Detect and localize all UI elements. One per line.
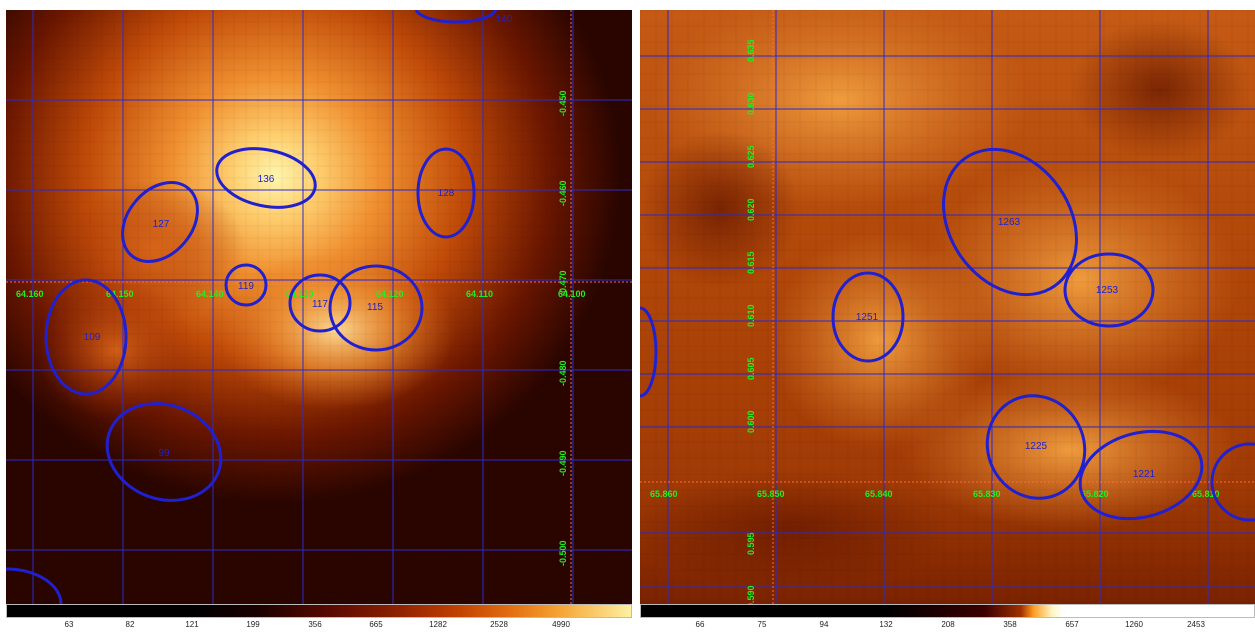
dec-label: 0.630 — [746, 92, 756, 115]
coordinate-axes — [640, 10, 1255, 604]
region-label: 119 — [238, 281, 254, 292]
ra-label: 65.830 — [973, 489, 1001, 499]
region-label: 1263 — [998, 217, 1021, 228]
colorbar-tick: 657 — [1065, 620, 1079, 629]
ra-label: 65.810 — [1192, 489, 1220, 499]
dec-label: 0.590 — [746, 585, 756, 604]
region-label: 136 — [258, 174, 275, 185]
dec-label: 0.615 — [746, 251, 756, 274]
right-colorbar[interactable] — [640, 604, 1255, 618]
ra-label: 64.120 — [376, 289, 404, 299]
region-ellipse[interactable] — [224, 263, 268, 307]
left-image-panel[interactable]: 64.160 64.150 64.140 64.130 64.120 64.11… — [6, 10, 632, 604]
dec-label: -0.470 — [558, 270, 568, 296]
region-label: 1251 — [856, 312, 879, 323]
dec-label: 0.605 — [746, 357, 756, 380]
ra-axis-labels: 65.860 65.850 65.840 65.830 65.820 65.81… — [650, 489, 1220, 499]
left-colorbar[interactable] — [6, 604, 632, 618]
coordinate-axes — [6, 10, 632, 604]
region-label: 117 — [312, 299, 328, 310]
region-ellipse[interactable] — [640, 306, 658, 398]
region-ellipse[interactable] — [416, 147, 476, 239]
dec-label: 0.625 — [746, 145, 756, 168]
ra-label: 64.100 — [558, 289, 586, 299]
left-image-canvas: 64.160 64.150 64.140 64.130 64.120 64.11… — [6, 10, 632, 604]
dec-label: -0.480 — [558, 360, 568, 386]
region-label: 115 — [367, 302, 383, 313]
colorbar-tick: 356 — [308, 620, 322, 629]
colorbar-tick: 121 — [185, 620, 199, 629]
dec-axis-labels: 0.635 0.630 0.625 0.620 0.615 0.610 0.60… — [746, 39, 756, 604]
ra-label: 65.840 — [865, 489, 893, 499]
region-ellipse[interactable] — [414, 10, 498, 24]
panel-divider — [632, 0, 640, 635]
region-ellipse[interactable] — [1210, 442, 1255, 522]
dec-label: 0.595 — [746, 532, 756, 555]
dec-label: 0.600 — [746, 410, 756, 433]
region-ellipse[interactable] — [44, 278, 128, 396]
left-colorbar-ticks: 63 82 121 199 356 665 1282 2528 4990 — [6, 620, 632, 634]
region-ellipse[interactable] — [288, 273, 352, 333]
region-label: 128 — [438, 188, 455, 199]
colorbar-tick: 63 — [64, 620, 74, 629]
colorbar-tick: 199 — [246, 620, 260, 629]
coordinate-grid — [6, 10, 632, 604]
ra-label: 65.850 — [757, 489, 785, 499]
region-ellipse[interactable] — [831, 271, 905, 363]
region-ellipse[interactable] — [107, 168, 213, 277]
region-ellipse[interactable] — [1070, 418, 1212, 531]
colorbar-tick: 1282 — [429, 620, 447, 629]
ra-label: 64.140 — [196, 289, 224, 299]
region-label: 99 — [158, 448, 170, 459]
colorbar-tick: 1260 — [1125, 620, 1143, 629]
dec-label: -0.450 — [558, 90, 568, 116]
right-image-canvas: 65.860 65.850 65.840 65.830 65.820 65.81… — [640, 10, 1255, 604]
colorbar-tick: 94 — [819, 620, 829, 629]
dec-label: -0.460 — [558, 180, 568, 206]
region-ellipse[interactable] — [916, 124, 1104, 321]
region-label: 1221 — [1133, 469, 1156, 480]
ra-label: 64.130 — [286, 289, 314, 299]
dec-label: 0.620 — [746, 198, 756, 221]
dec-label: 0.610 — [746, 304, 756, 327]
ra-label: 64.160 — [16, 289, 44, 299]
region-label: 127 — [153, 219, 170, 230]
dec-label: 0.635 — [746, 39, 756, 62]
colorbar-tick: 66 — [695, 620, 705, 629]
ra-label: 65.860 — [650, 489, 678, 499]
coordinate-grid — [640, 10, 1255, 604]
region-label: 1253 — [1096, 285, 1119, 296]
ra-label: 65.820 — [1081, 489, 1109, 499]
colorbar-tick: 132 — [879, 620, 893, 629]
colorbar-tick: 208 — [941, 620, 955, 629]
region-label: 109 — [84, 332, 101, 343]
region-ellipse[interactable] — [93, 388, 234, 516]
region-ellipse[interactable] — [211, 140, 320, 216]
colorbar-tick: 2453 — [1187, 620, 1205, 629]
colorbar-tick: 75 — [757, 620, 767, 629]
dec-label: -0.490 — [558, 450, 568, 476]
right-colorbar-ticks: 66 75 94 132 208 358 657 1260 2453 — [640, 620, 1255, 634]
region-label: 140 — [496, 14, 513, 25]
ra-label: 64.150 — [106, 289, 134, 299]
dec-axis-labels: -0.450 -0.460 -0.470 -0.480 -0.490 -0.50… — [558, 90, 568, 566]
region-label: 1225 — [1025, 441, 1048, 452]
colorbar-tick: 358 — [1003, 620, 1017, 629]
colorbar-tick: 82 — [125, 620, 135, 629]
ra-axis-labels: 64.160 64.150 64.140 64.130 64.120 64.11… — [16, 289, 586, 299]
region-ellipse[interactable] — [1063, 252, 1155, 328]
region-ellipse[interactable] — [328, 264, 424, 352]
colorbar-tick: 665 — [369, 620, 383, 629]
dec-label: -0.500 — [558, 540, 568, 566]
ra-label: 64.110 — [466, 289, 493, 299]
right-image-panel[interactable]: 65.860 65.850 65.840 65.830 65.820 65.81… — [640, 10, 1255, 604]
colorbar-tick: 4990 — [552, 620, 570, 629]
region-ellipse[interactable] — [971, 380, 1102, 515]
colorbar-tick: 2528 — [490, 620, 508, 629]
